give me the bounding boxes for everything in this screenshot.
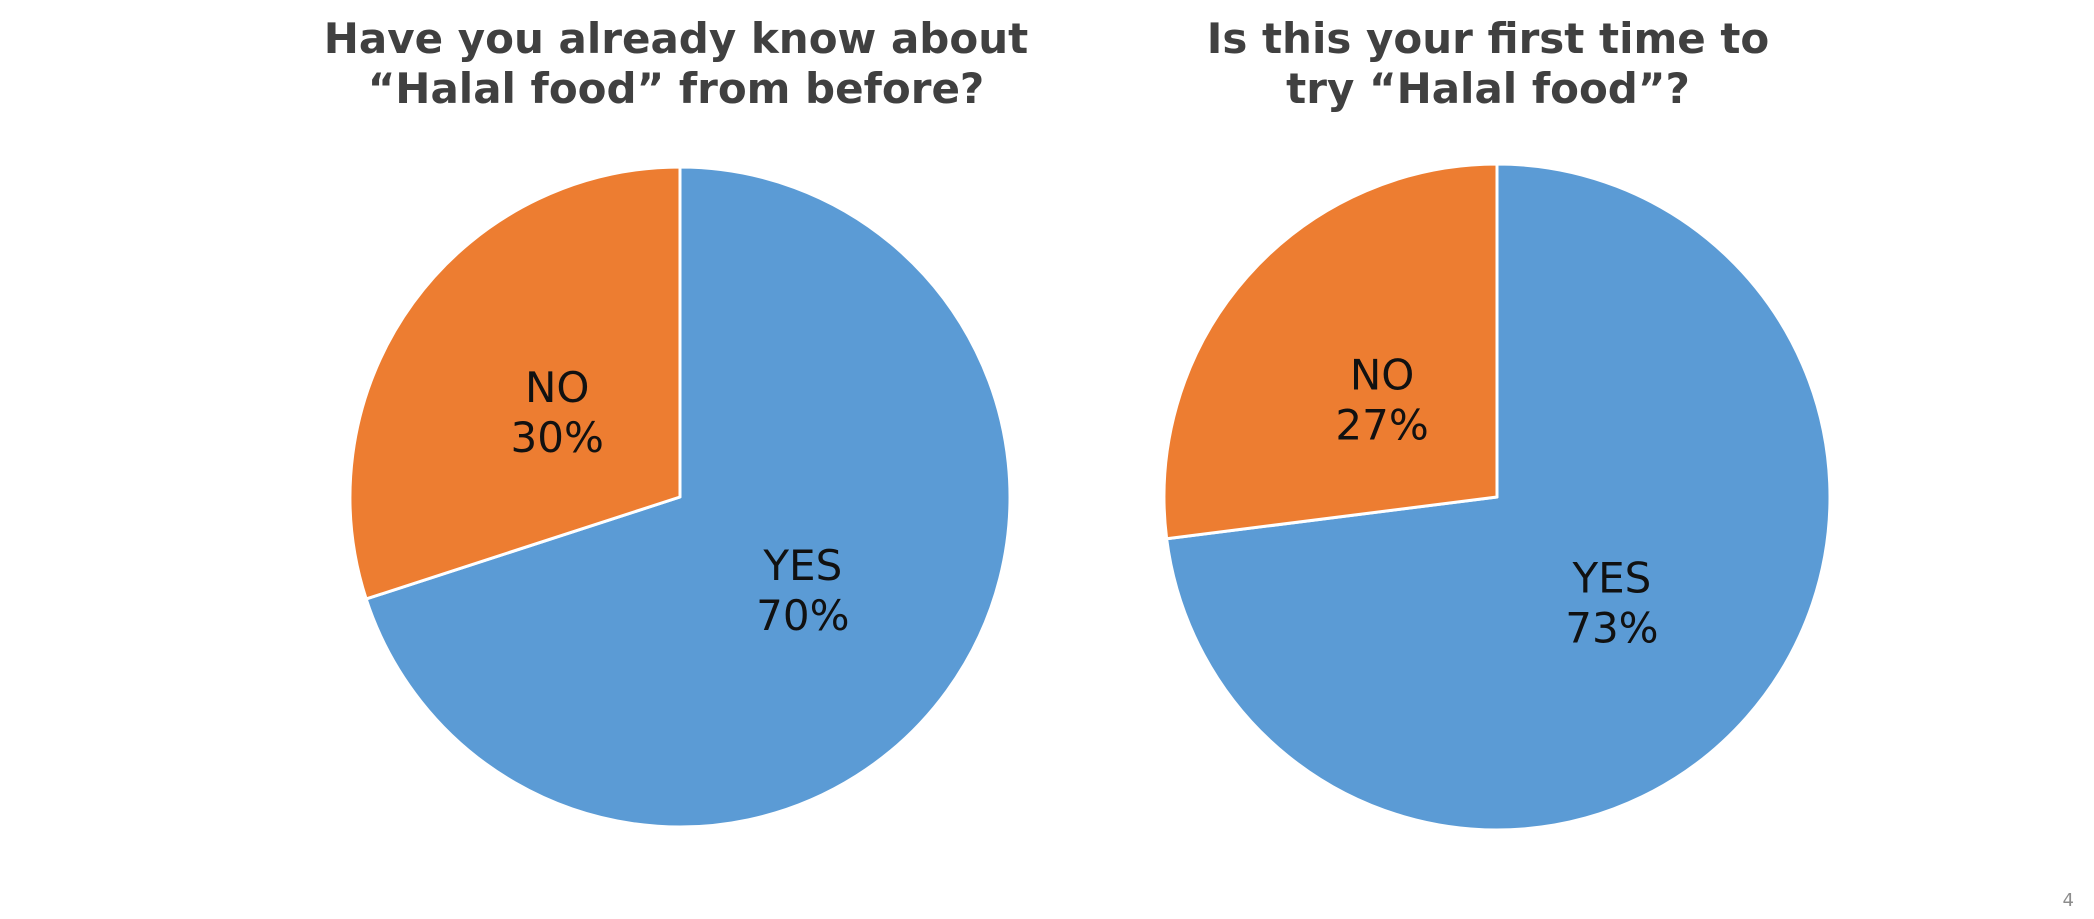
- pie-1-slice-no: [348, 165, 682, 601]
- chart-title-2-line-2: try “Halal food”?: [1286, 64, 1690, 113]
- pie-1-label-no: NO: [525, 363, 589, 412]
- chart-title-2-line-1: Is this your first time to: [1206, 14, 1770, 63]
- pie-2-value-label-no: 27%: [1335, 401, 1428, 450]
- pie-1-slice-yes: [364, 165, 1012, 829]
- pie-1-label-yes: YES: [762, 541, 842, 590]
- pie-1-value-label-no: 30%: [511, 413, 604, 462]
- pie-2-value-label-yes: 73%: [1565, 603, 1658, 652]
- pie-2-label-yes: YES: [1571, 553, 1651, 602]
- chart-title-1-line-2: “Halal food” from before?: [367, 64, 985, 113]
- pie-2-label-no: NO: [1350, 351, 1414, 400]
- pie-1-value-label-yes: 70%: [756, 591, 849, 640]
- chart-title-2: Is this your first time to try “Halal fo…: [1108, 14, 1868, 114]
- chart-title-1-line-1: Have you already know about: [323, 14, 1029, 63]
- chart-title-1: Have you already know about “Halal food”…: [296, 14, 1056, 114]
- pie-2-slice-no: [1162, 162, 1499, 541]
- page-number: 4: [2062, 890, 2074, 911]
